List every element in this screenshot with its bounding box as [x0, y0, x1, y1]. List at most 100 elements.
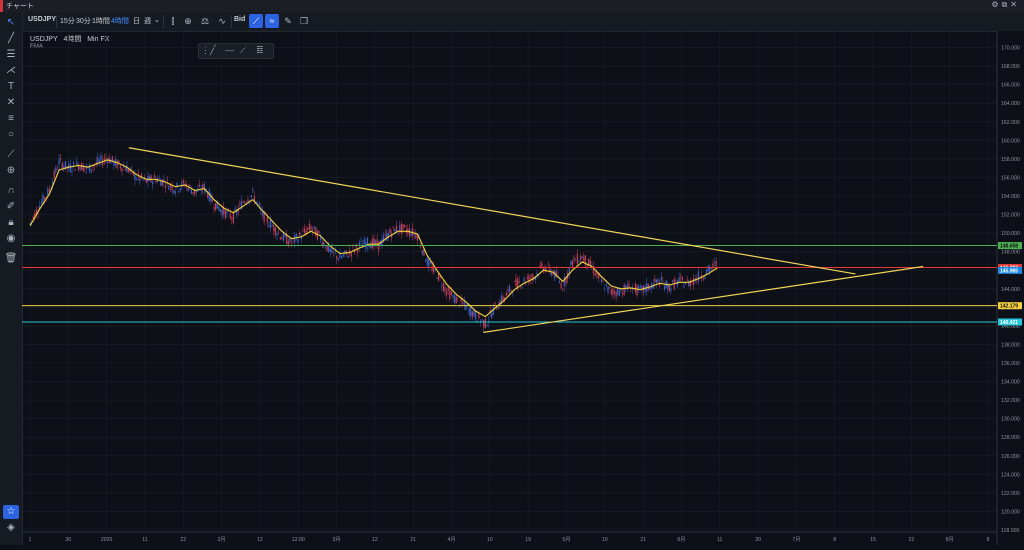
candle-body [303, 228, 306, 233]
shape-circle-icon[interactable]: ○ [7, 129, 15, 140]
pitchfork-icon[interactable]: ⋌ [6, 65, 16, 76]
candle-body [334, 252, 336, 254]
layout-icon[interactable]: ❐ [299, 16, 309, 26]
candle-body [500, 295, 503, 305]
candle-body [623, 284, 625, 295]
level-price-label: 145.985 [1000, 268, 1018, 274]
timeframe-1h[interactable]: 1時間 [92, 18, 110, 25]
candle-body [558, 281, 561, 283]
candle-body [310, 226, 312, 231]
candle-body [668, 285, 670, 292]
candle-body [434, 268, 436, 270]
candle-body [575, 260, 577, 262]
price-chart[interactable]: 172.000 170.000 168.000 166.000 164.000 162.0… [22, 27, 1024, 545]
candle-body [715, 261, 717, 267]
drawing-icon[interactable]: ✎ [284, 16, 292, 26]
y-tick-label: 162.000 [1001, 120, 1020, 126]
draw-ray-icon[interactable]: — [225, 45, 234, 55]
line-chart-icon[interactable]: ⟋ [249, 14, 263, 28]
candle-body [200, 190, 202, 192]
candle-body [487, 320, 490, 322]
candle-body [74, 169, 76, 171]
trash-icon[interactable]: 🗑︎ [4, 253, 18, 264]
y-tick-label: 152.000 [1001, 213, 1020, 219]
candle-body [583, 256, 585, 262]
trendline-tool-icon[interactable]: ╱ [7, 33, 15, 44]
timeframe-30m[interactable]: 30分 [76, 18, 91, 25]
zoom-icon[interactable]: ⊕ [6, 165, 16, 176]
candle-body [428, 259, 430, 268]
add-indicator-icon[interactable]: ⊕ [184, 16, 192, 26]
candle-body [702, 277, 704, 280]
candle-body [305, 230, 307, 235]
symbol-selector[interactable]: USDJPY [28, 16, 57, 23]
pattern-tool-icon[interactable]: ✕ [6, 97, 16, 108]
candle-body [370, 244, 372, 249]
candle-body [358, 242, 360, 247]
candle-body [165, 185, 167, 188]
candle-body [105, 158, 107, 160]
candle-body [384, 234, 386, 236]
lock-icon[interactable]: 🔒︎ [8, 217, 14, 228]
draw-trend-icon[interactable]: ⟋ [240, 45, 247, 55]
draw-line-icon[interactable]: ╱ [210, 45, 216, 55]
window-controls[interactable]: ⚙⧉✕ [991, 0, 1020, 9]
candle-body [463, 300, 465, 305]
candle-body [160, 180, 162, 186]
timeframe-15m[interactable]: 15分 [60, 18, 75, 25]
cursor-icon[interactable]: ↖ [6, 17, 16, 28]
timeframe-4h[interactable]: 4時間 [111, 18, 129, 25]
visibility-icon[interactable]: ◉ [6, 233, 16, 244]
ema-line [29, 159, 719, 318]
favorites-icon[interactable]: ☆ [3, 505, 19, 519]
timeframe-dropdown-icon[interactable]: ⌄ [154, 17, 160, 24]
horizontal-lines-icon[interactable]: ☰ [6, 49, 16, 60]
candle-body [484, 318, 486, 328]
x-tick-label: 5月 [562, 536, 570, 543]
candle-body [568, 267, 570, 275]
text-tool-icon[interactable]: T [7, 81, 15, 92]
floating-drawing-bar: ⋮ ╱ — ⟋ ≣ [198, 43, 274, 59]
bid-toggle[interactable]: Bid [234, 16, 246, 23]
candle-body [520, 286, 522, 288]
candle-body [89, 163, 91, 173]
candle-body [504, 297, 506, 300]
candle-body [489, 310, 491, 313]
candle-body [626, 285, 628, 290]
candle-body [394, 229, 396, 235]
candle-body [586, 264, 588, 267]
brush-icon[interactable]: ✐ [6, 201, 16, 212]
candle-body [437, 272, 440, 281]
candle-body [237, 208, 239, 212]
candle-body [607, 285, 609, 293]
chart-svg[interactable]: 172.000 170.000 168.000 166.000 164.000 162.0… [22, 27, 1024, 545]
legend-interval: 4時間 [63, 36, 82, 43]
candle-body [131, 167, 133, 169]
candle-body [245, 202, 247, 204]
candle-body [174, 191, 176, 194]
candle-body [284, 234, 286, 237]
candle-body [152, 180, 154, 185]
indicators-icon[interactable]: ∿ [218, 16, 226, 26]
candle-body [307, 227, 309, 230]
layers-icon[interactable]: ◈ [7, 522, 15, 533]
magnet-icon[interactable]: ∩ [7, 185, 15, 196]
candle-body [439, 276, 441, 278]
candle-body [570, 261, 572, 265]
fibonacci-icon[interactable]: ≡ [8, 113, 14, 124]
candle-body [232, 212, 235, 223]
candle-body [42, 194, 44, 204]
candle-body [208, 190, 210, 202]
x-tick-label: 12 [257, 537, 263, 543]
legend-ema: EMA [30, 44, 44, 50]
compare-icon[interactable]: ⚖ [200, 16, 210, 26]
timeframe-week[interactable]: 週 [144, 18, 151, 25]
candle-body [470, 307, 472, 317]
timeframe-day[interactable]: 日 [133, 18, 140, 25]
wave-chart-icon[interactable]: ≈ [265, 14, 279, 28]
chart-type-icon[interactable]: ⫿ [171, 16, 175, 26]
candle-body [412, 228, 414, 237]
candle-body [713, 261, 716, 263]
drag-handle-icon[interactable]: ⋮ [201, 45, 210, 55]
ruler-icon[interactable]: ⟋ [7, 149, 15, 160]
